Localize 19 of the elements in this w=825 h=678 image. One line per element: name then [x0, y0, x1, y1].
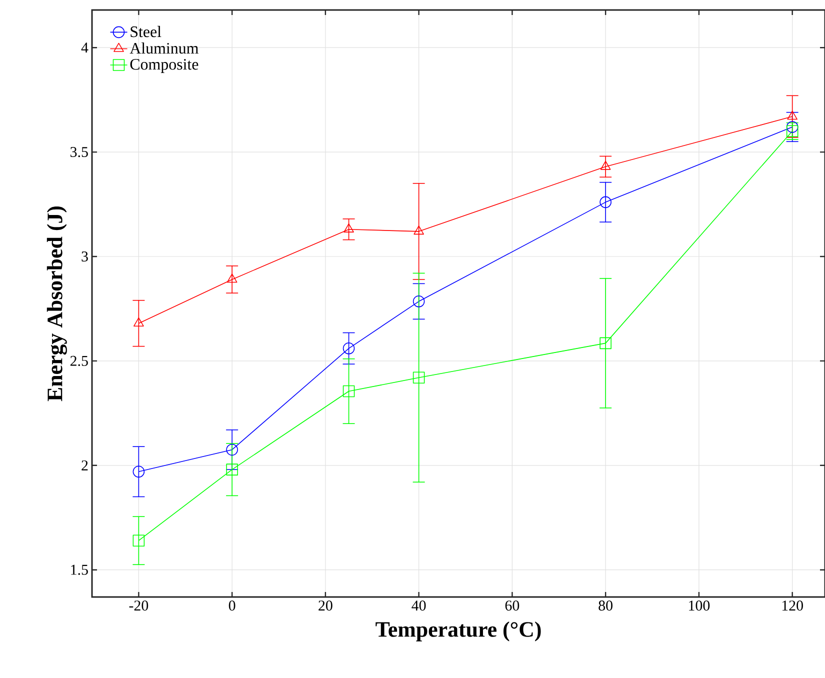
x-tick-label: 100 [689, 600, 710, 611]
y-tick-label: 1.5 [71, 564, 88, 575]
x-tick-label: 40 [412, 600, 426, 611]
x-tick-label: 120 [782, 600, 803, 611]
legend-label: Steel [130, 26, 162, 38]
y-tick-label: 3 [82, 251, 88, 262]
y-tick-label: 2.5 [70, 356, 88, 366]
y-axis-title: Energy Absorbed (J) [46, 206, 67, 402]
x-tick-label: 60 [505, 600, 520, 611]
x-tick-label: -20 [129, 600, 148, 611]
x-tick-label: 20 [318, 600, 332, 611]
x-tick-label: 80 [598, 600, 612, 611]
x-axis-title: Temperature (°C) [376, 621, 541, 642]
y-tick-label: 3.5 [70, 146, 88, 158]
x-tick-label: 0 [228, 600, 236, 611]
y-tick-label: 2 [82, 460, 88, 470]
y-tick-label: 4 [81, 42, 88, 53]
legend-label: Aluminum [130, 42, 198, 54]
legend-label: Composite [130, 59, 198, 73]
